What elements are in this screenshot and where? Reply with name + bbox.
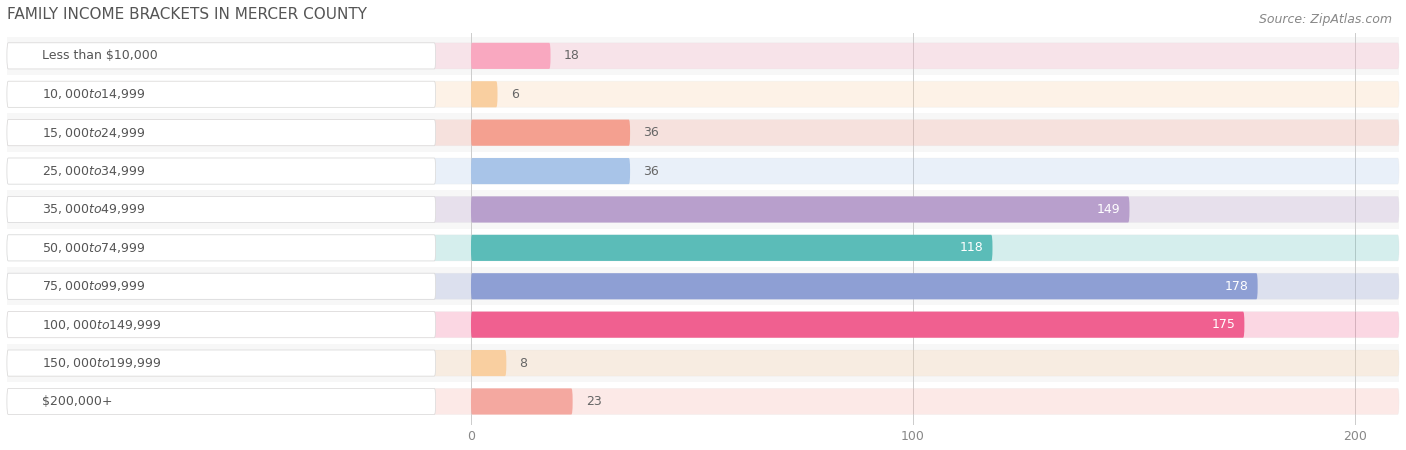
FancyBboxPatch shape — [7, 81, 1399, 108]
Text: $10,000 to $14,999: $10,000 to $14,999 — [42, 87, 146, 101]
FancyBboxPatch shape — [7, 158, 436, 184]
FancyBboxPatch shape — [7, 196, 436, 222]
FancyBboxPatch shape — [7, 311, 1399, 338]
Text: $150,000 to $199,999: $150,000 to $199,999 — [42, 356, 162, 370]
Text: $35,000 to $49,999: $35,000 to $49,999 — [42, 202, 146, 216]
Text: $75,000 to $99,999: $75,000 to $99,999 — [42, 279, 146, 293]
FancyBboxPatch shape — [471, 120, 630, 146]
FancyBboxPatch shape — [7, 273, 1399, 299]
Bar — [7, 229, 1399, 267]
FancyBboxPatch shape — [7, 388, 1399, 414]
FancyBboxPatch shape — [471, 311, 1244, 338]
FancyBboxPatch shape — [7, 350, 436, 376]
Bar — [7, 382, 1399, 421]
FancyBboxPatch shape — [7, 311, 436, 338]
FancyBboxPatch shape — [471, 81, 498, 108]
Text: 36: 36 — [644, 165, 659, 178]
Bar — [7, 306, 1399, 344]
FancyBboxPatch shape — [471, 196, 1129, 222]
FancyBboxPatch shape — [471, 235, 993, 261]
FancyBboxPatch shape — [471, 350, 506, 376]
Bar — [7, 36, 1399, 75]
Text: $100,000 to $149,999: $100,000 to $149,999 — [42, 318, 162, 332]
Text: 8: 8 — [520, 356, 527, 369]
Text: 178: 178 — [1225, 280, 1249, 293]
FancyBboxPatch shape — [471, 388, 572, 414]
Text: Less than $10,000: Less than $10,000 — [42, 50, 157, 63]
Bar — [7, 190, 1399, 229]
Bar — [7, 75, 1399, 113]
Text: $15,000 to $24,999: $15,000 to $24,999 — [42, 126, 146, 140]
FancyBboxPatch shape — [7, 120, 1399, 146]
Bar — [7, 152, 1399, 190]
Text: $50,000 to $74,999: $50,000 to $74,999 — [42, 241, 146, 255]
Text: 118: 118 — [960, 241, 984, 254]
FancyBboxPatch shape — [7, 235, 1399, 261]
Bar — [7, 113, 1399, 152]
Text: FAMILY INCOME BRACKETS IN MERCER COUNTY: FAMILY INCOME BRACKETS IN MERCER COUNTY — [7, 7, 367, 22]
Text: 36: 36 — [644, 126, 659, 139]
FancyBboxPatch shape — [471, 43, 551, 69]
Text: 6: 6 — [510, 88, 519, 101]
FancyBboxPatch shape — [7, 273, 436, 299]
Text: $200,000+: $200,000+ — [42, 395, 112, 408]
FancyBboxPatch shape — [471, 273, 1257, 299]
FancyBboxPatch shape — [7, 120, 436, 146]
FancyBboxPatch shape — [7, 196, 1399, 222]
FancyBboxPatch shape — [7, 81, 436, 108]
Bar — [7, 267, 1399, 306]
Bar — [7, 344, 1399, 382]
FancyBboxPatch shape — [7, 158, 1399, 184]
FancyBboxPatch shape — [471, 158, 630, 184]
Text: $25,000 to $34,999: $25,000 to $34,999 — [42, 164, 146, 178]
FancyBboxPatch shape — [7, 43, 1399, 69]
Text: 18: 18 — [564, 50, 579, 63]
Text: Source: ZipAtlas.com: Source: ZipAtlas.com — [1258, 14, 1392, 27]
Text: 175: 175 — [1212, 318, 1236, 331]
FancyBboxPatch shape — [7, 388, 436, 414]
FancyBboxPatch shape — [7, 350, 1399, 376]
Text: 149: 149 — [1097, 203, 1121, 216]
Text: 23: 23 — [586, 395, 602, 408]
FancyBboxPatch shape — [7, 43, 436, 69]
FancyBboxPatch shape — [7, 235, 436, 261]
